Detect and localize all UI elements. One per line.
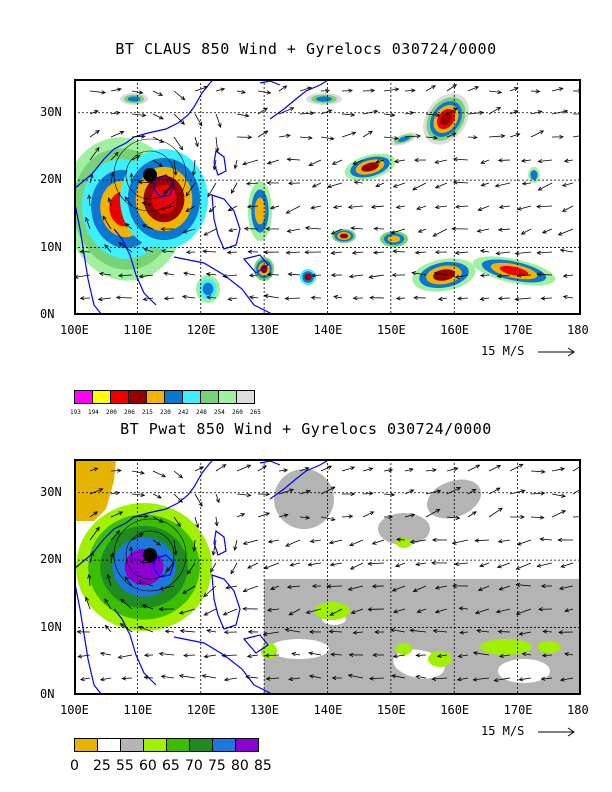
- panel2-colorbar: [74, 738, 259, 752]
- panel1-scale-arrow: [538, 347, 575, 357]
- panel1-colorbar: [74, 390, 255, 404]
- colorbar-label: 215: [142, 409, 153, 416]
- lon-label: 110E: [123, 323, 153, 337]
- claus-map: [74, 79, 581, 315]
- colorbar-swatch: [120, 738, 144, 752]
- colorbar-label: 254: [214, 409, 225, 416]
- lon-label: 130E: [250, 703, 280, 717]
- colorbar-label: 260: [232, 409, 243, 416]
- colorbar-swatch: [128, 390, 147, 404]
- gyre-location: [113, 138, 187, 212]
- colorbar-label: 248: [196, 409, 207, 416]
- panel1-title: BT CLAUS 850 Wind + Gyrelocs 030724/0000: [115, 40, 497, 58]
- lat-label: 10N: [40, 239, 62, 254]
- colorbar-label: 0: [70, 758, 79, 774]
- colorbar-label: 200: [106, 409, 117, 416]
- lon-label: 170E: [503, 323, 533, 337]
- lon-label: 100E: [60, 323, 89, 337]
- colorbar-swatch: [74, 390, 93, 404]
- colorbar-swatch: [146, 390, 165, 404]
- pwat-map: [74, 459, 581, 695]
- lat-label: 10N: [40, 619, 62, 634]
- lon-label: 140E: [313, 323, 343, 337]
- lon-label: 100E: [60, 703, 89, 717]
- lon-label: 120E: [186, 323, 216, 337]
- lon-label: 160E: [440, 703, 470, 717]
- colorbar-swatch: [92, 390, 111, 404]
- lon-label: 170E: [503, 703, 533, 717]
- colorbar-swatch: [182, 390, 201, 404]
- lon-label: 150E: [376, 703, 406, 717]
- lon-label: 180: [567, 703, 589, 717]
- wind-vectors: [76, 463, 581, 683]
- lon-label: 180: [567, 323, 589, 337]
- lon-label: 120E: [186, 703, 216, 717]
- colorbar-label: 80: [231, 758, 249, 774]
- panel2-scale-arrow: [538, 727, 575, 737]
- lat-lon-grid: [74, 79, 581, 315]
- lon-label: 130E: [250, 323, 280, 337]
- precipitable-water-shading: [74, 459, 581, 695]
- colorbar-label: 65: [162, 758, 180, 774]
- colorbar-label: 206: [124, 409, 135, 416]
- panel2-title: BT Pwat 850 Wind + Gyrelocs 030724/0000: [120, 420, 492, 438]
- colorbar-swatch: [189, 738, 213, 752]
- colorbar-label: 75: [208, 758, 226, 774]
- colorbar-label: 85: [254, 758, 272, 774]
- lon-label: 160E: [440, 323, 470, 337]
- lat-label: 30N: [40, 104, 62, 119]
- wind-vectors: [74, 84, 581, 302]
- colorbar-swatch: [143, 738, 167, 752]
- colorbar-label: 194: [88, 409, 99, 416]
- colorbar-swatch: [200, 390, 219, 404]
- colorbar-label: 230: [160, 409, 171, 416]
- colorbar-swatch: [236, 390, 255, 404]
- colorbar-label: 242: [178, 409, 189, 416]
- colorbar-label: 60: [139, 758, 157, 774]
- lat-label: 30N: [40, 484, 62, 499]
- colorbar-label: 70: [185, 758, 203, 774]
- map-frame: [74, 459, 581, 695]
- colorbar-label: 265: [250, 409, 261, 416]
- colorbar-swatch: [74, 738, 98, 752]
- lat-label: 0N: [40, 687, 55, 701]
- colorbar-swatch: [110, 390, 129, 404]
- lon-label: 110E: [123, 703, 153, 717]
- panel1-scale-label: 15 M/S: [481, 344, 525, 358]
- cloud-top-shading: [74, 93, 556, 303]
- colorbar-label: 25: [93, 758, 111, 774]
- colorbar-swatch: [235, 738, 259, 752]
- lat-lon-grid: [74, 459, 581, 695]
- colorbar-swatch: [164, 390, 183, 404]
- colorbar-label: 193: [70, 409, 81, 416]
- panel2-scale-label: 15 M/S: [481, 724, 525, 738]
- lat-label: 20N: [40, 172, 62, 187]
- lat-label: 0N: [40, 307, 55, 321]
- map-frame: [74, 79, 581, 315]
- colorbar-swatch: [166, 738, 190, 752]
- lat-label: 20N: [40, 552, 62, 567]
- colorbar-swatch: [212, 738, 236, 752]
- colorbar-swatch: [218, 390, 237, 404]
- lon-label: 140E: [313, 703, 343, 717]
- gyre-location: [113, 518, 187, 592]
- colorbar-swatch: [97, 738, 121, 752]
- lon-label: 150E: [376, 323, 406, 337]
- colorbar-label: 55: [116, 758, 134, 774]
